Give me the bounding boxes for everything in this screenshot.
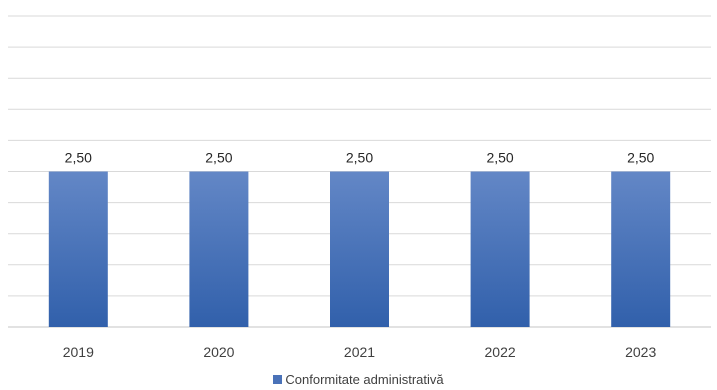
- x-tick-label-2020: 2020: [203, 344, 234, 360]
- x-tick-label-2022: 2022: [485, 344, 516, 360]
- bar-2019: [48, 171, 108, 327]
- legend-label: Conformitate administrativă: [285, 372, 444, 387]
- x-axis-tick-labels: 2019 2020 2021 2022 2023: [63, 344, 657, 360]
- bar-2021: [330, 171, 389, 327]
- bars: [48, 171, 671, 327]
- x-tick-label-2023: 2023: [625, 344, 656, 360]
- bar-2023: [611, 171, 671, 327]
- bar-2022: [470, 171, 530, 327]
- bar-2020: [189, 171, 249, 327]
- legend: Conformitate administrativă: [0, 372, 717, 387]
- x-tick-label-2019: 2019: [63, 344, 94, 360]
- x-tick-label-2021: 2021: [344, 344, 375, 360]
- data-label-2023: 2,50: [627, 150, 654, 166]
- data-label-2021: 2,50: [346, 150, 373, 166]
- data-label-2022: 2,50: [486, 150, 513, 166]
- data-labels: 2,50 2,50 2,50 2,50 2,50: [65, 150, 655, 166]
- data-label-2020: 2,50: [205, 150, 232, 166]
- data-label-2019: 2,50: [65, 150, 92, 166]
- legend-swatch: [273, 375, 283, 384]
